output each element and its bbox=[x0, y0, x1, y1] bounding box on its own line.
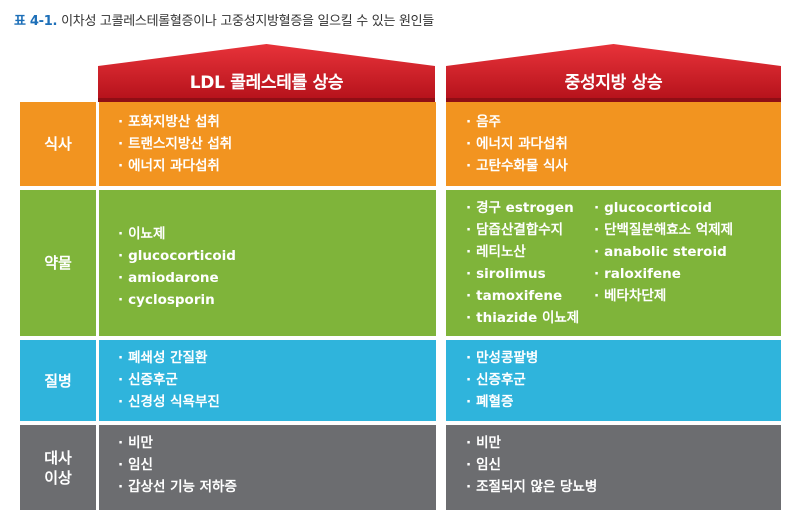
list-item: 베타차단제 bbox=[594, 285, 733, 307]
list-item: 신증후군 bbox=[118, 369, 220, 391]
list-tg-diet: 음주에너지 과다섭취고탄수화물 식사 bbox=[466, 111, 568, 177]
roof-ldl: LDL 콜레스테롤 상승 bbox=[98, 44, 435, 102]
list-item: 비만 bbox=[118, 432, 237, 454]
row-label-disease: 질병 bbox=[44, 371, 72, 390]
row-label-drug: 약물 bbox=[44, 254, 72, 272]
list-item: 에너지 과다섭취 bbox=[118, 155, 232, 177]
list-tg-disease: 만성콩팥병신증후군폐혈증 bbox=[466, 347, 538, 413]
cell-tg-disease: 만성콩팥병신증후군폐혈증 bbox=[466, 347, 538, 413]
list-item: 임신 bbox=[466, 454, 597, 476]
list-item: sirolimus bbox=[466, 263, 579, 285]
cell-tg-drug-left: 경구 estrogen담즙산결합수지레티노산sirolimustamoxifen… bbox=[466, 197, 579, 329]
list-ldl-disease: 폐쇄성 간질환신증후군신경성 식욕부진 bbox=[118, 347, 220, 413]
list-item: 이뇨제 bbox=[118, 223, 236, 245]
list-item: 조절되지 않은 당뇨병 bbox=[466, 476, 597, 498]
list-item: anabolic steroid bbox=[594, 241, 733, 263]
list-item: glucocorticoid bbox=[594, 197, 733, 219]
roof-tg: 중성지방 상승 bbox=[446, 44, 781, 102]
list-item: 고탄수화물 식사 bbox=[466, 155, 568, 177]
list-item: 갑상선 기능 저하증 bbox=[118, 476, 237, 498]
list-item: tamoxifene bbox=[466, 285, 579, 307]
list-item: 트랜스지방산 섭취 bbox=[118, 133, 232, 155]
cell-tg-drug-right: glucocorticoid단백질분해효소 억제제anabolic steroi… bbox=[594, 197, 733, 307]
list-item: thiazide 이뇨제 bbox=[466, 307, 579, 329]
cell-ldl-diet: 포화지방산 섭취트랜스지방산 섭취에너지 과다섭취 bbox=[118, 111, 232, 177]
list-item: 비만 bbox=[466, 432, 597, 454]
cell-tg-diet: 음주에너지 과다섭취고탄수화물 식사 bbox=[466, 111, 568, 177]
roof-ldl-shape bbox=[98, 44, 435, 102]
list-item: 담즙산결합수지 bbox=[466, 219, 579, 241]
list-tg-drug-right: glucocorticoid단백질분해효소 억제제anabolic steroi… bbox=[594, 197, 733, 307]
column-header-tg: 중성지방 상승 bbox=[564, 73, 663, 93]
cell-tg-metabolic: 비만임신조절되지 않은 당뇨병 bbox=[466, 432, 597, 498]
list-item: 음주 bbox=[466, 111, 568, 133]
column-divider-middle bbox=[436, 102, 446, 510]
table-title: 이차성 고콜레스테롤혈증이나 고중성지방혈증을 일으킬 수 있는 원인들 bbox=[61, 14, 434, 29]
list-item: 에너지 과다섭취 bbox=[466, 133, 568, 155]
list-item: 레티노산 bbox=[466, 241, 579, 263]
list-item: glucocorticoid bbox=[118, 245, 236, 267]
table-caption: 표 4-1. 이차성 고콜레스테롤혈증이나 고중성지방혈증을 일으킬 수 있는 원… bbox=[14, 10, 434, 29]
table-number: 표 4-1. bbox=[14, 14, 58, 29]
list-item: cyclosporin bbox=[118, 289, 236, 311]
column-header-ldl: LDL 콜레스테롤 상승 bbox=[189, 73, 344, 93]
list-item: 포화지방산 섭취 bbox=[118, 111, 232, 133]
cell-ldl-drug: 이뇨제glucocorticoidamiodaronecyclosporin bbox=[118, 223, 236, 311]
cell-ldl-disease: 폐쇄성 간질환신증후군신경성 식욕부진 bbox=[118, 347, 220, 413]
list-item: 만성콩팥병 bbox=[466, 347, 538, 369]
list-ldl-diet: 포화지방산 섭취트랜스지방산 섭취에너지 과다섭취 bbox=[118, 111, 232, 177]
list-item: 임신 bbox=[118, 454, 237, 476]
list-ldl-drug: 이뇨제glucocorticoidamiodaronecyclosporin bbox=[118, 223, 236, 311]
list-item: 경구 estrogen bbox=[466, 197, 579, 219]
list-item: 신증후군 bbox=[466, 369, 538, 391]
row-label-diet: 식사 bbox=[44, 135, 72, 153]
row-label-metabolic-text: 대사 이상 bbox=[44, 448, 72, 487]
list-tg-drug-left: 경구 estrogen담즙산결합수지레티노산sirolimustamoxifen… bbox=[466, 197, 579, 329]
list-item: raloxifene bbox=[594, 263, 733, 285]
row-label-metabolic: 대사 이상 bbox=[20, 425, 96, 510]
list-item: 폐쇄성 간질환 bbox=[118, 347, 220, 369]
list-item: 신경성 식욕부진 bbox=[118, 391, 220, 413]
roof-tg-shape bbox=[446, 44, 781, 102]
list-item: 폐혈증 bbox=[466, 391, 538, 413]
list-item: 단백질분해효소 억제제 bbox=[594, 219, 733, 241]
cell-ldl-metabolic: 비만임신갑상선 기능 저하증 bbox=[118, 432, 237, 498]
list-item: amiodarone bbox=[118, 267, 236, 289]
list-tg-metabolic: 비만임신조절되지 않은 당뇨병 bbox=[466, 432, 597, 498]
list-ldl-metabolic: 비만임신갑상선 기능 저하증 bbox=[118, 432, 237, 498]
column-divider-left bbox=[96, 102, 99, 510]
